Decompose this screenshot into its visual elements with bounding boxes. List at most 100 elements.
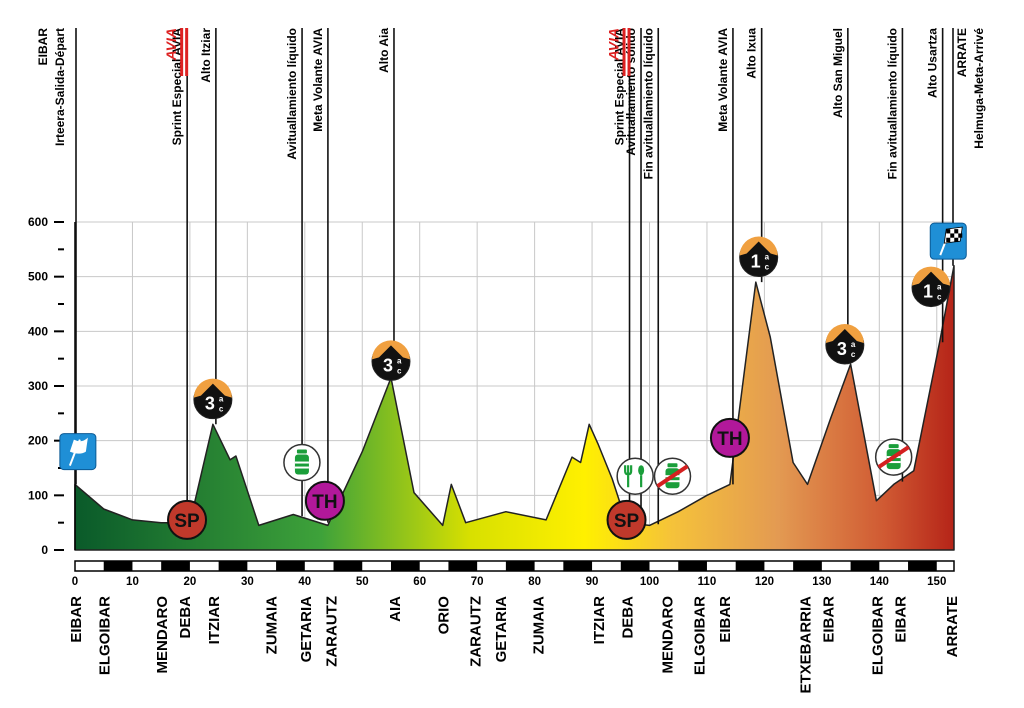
x-axis: 0 10 20 30 40 50 60 70 80 90 100 110 120 130 140 150 bbox=[72, 560, 955, 588]
distance-bar-segment bbox=[390, 561, 420, 571]
bottle-icon bbox=[296, 449, 307, 454]
category-sub: c bbox=[219, 405, 224, 414]
mountain-peak bbox=[739, 236, 778, 256]
category-number: 3 bbox=[837, 339, 847, 359]
town-label: MENDARO bbox=[154, 596, 171, 674]
top-label: Fin avituallamiento líquido bbox=[885, 28, 899, 179]
bottle-band bbox=[665, 480, 680, 483]
category-number: 1 bbox=[923, 282, 933, 302]
flag-check bbox=[954, 237, 959, 243]
top-labels: EIBAR Irteera-Salida-Départ Sprint Especia… bbox=[36, 28, 986, 180]
town-label: EIBAR bbox=[717, 596, 734, 643]
avia-logo-bar bbox=[185, 28, 189, 76]
town-label: ELGOIBAR bbox=[691, 596, 708, 675]
town-label: ITZIAR bbox=[591, 596, 608, 644]
avia-logo: AVIA bbox=[163, 28, 189, 76]
x-tick-label: 110 bbox=[698, 576, 717, 588]
top-label: ARRATE bbox=[955, 28, 969, 77]
top-label: Alto Ixua bbox=[745, 28, 759, 79]
town-label: ELGOIBAR bbox=[97, 596, 114, 675]
town-label: EIBAR bbox=[821, 596, 838, 643]
town-label: ZARAUTZ bbox=[467, 596, 484, 667]
x-tick-label: 90 bbox=[586, 576, 599, 588]
x-tick-label: 40 bbox=[298, 576, 311, 588]
marker-text: TH bbox=[312, 492, 337, 513]
y-tick-label: 500 bbox=[28, 270, 48, 284]
category-number: 3 bbox=[205, 394, 215, 414]
y-tick-label: 300 bbox=[28, 379, 48, 393]
category-number: 1 bbox=[751, 252, 761, 272]
town-label: AIA bbox=[387, 596, 404, 622]
town-label: EIBAR bbox=[68, 596, 85, 643]
x-tick-label: 120 bbox=[755, 576, 774, 588]
avia-logo-bar bbox=[627, 28, 631, 76]
avia-logo-text: AVIA bbox=[606, 28, 622, 61]
distance-bar-segment bbox=[908, 561, 937, 571]
town-label: ELGOIBAR bbox=[869, 596, 886, 675]
top-label: Meta Volante AVIA bbox=[311, 28, 325, 132]
town-label: ITZIAR bbox=[206, 596, 223, 644]
marker-circle bbox=[709, 417, 750, 458]
distance-bar-segment bbox=[333, 561, 363, 571]
town-label: ORIO bbox=[436, 596, 453, 635]
distance-bar-segment bbox=[793, 561, 822, 571]
town-label: DEBA bbox=[620, 596, 637, 639]
elevation-area bbox=[74, 264, 955, 551]
sprint-marker: SP bbox=[606, 499, 647, 540]
category-sub: c bbox=[851, 350, 856, 359]
y-tick-label: 100 bbox=[28, 488, 48, 502]
x-tick-label: 130 bbox=[812, 576, 831, 588]
mountain-marker: 1 ac bbox=[911, 266, 951, 308]
distance-bar-segment bbox=[161, 561, 190, 571]
x-tick-label: 140 bbox=[870, 576, 889, 588]
marker-circle bbox=[616, 457, 654, 495]
distance-bar-segment bbox=[218, 561, 248, 571]
sprint-marker: SP bbox=[167, 499, 208, 540]
distance-bar-segment bbox=[563, 561, 593, 571]
feed-end-marker bbox=[874, 438, 913, 476]
intermediate-sprint-marker: TH bbox=[709, 417, 750, 458]
marker-circle bbox=[304, 480, 345, 521]
flag-cloth bbox=[69, 437, 88, 454]
avia-logo-bar bbox=[622, 28, 626, 76]
distance-bar-segment bbox=[735, 561, 765, 571]
top-label: Alto San Miguel bbox=[831, 28, 845, 118]
marker-text: SP bbox=[614, 511, 640, 532]
distance-bar-segment bbox=[505, 561, 535, 571]
flag-check bbox=[946, 229, 951, 234]
flag-check bbox=[958, 233, 963, 238]
avia-logo-bar bbox=[180, 28, 184, 76]
top-label: Alto Aia bbox=[377, 28, 391, 73]
top-label: Alto Usartza bbox=[926, 28, 940, 98]
bottle-icon bbox=[667, 463, 678, 468]
x-tick-label: 10 bbox=[126, 576, 139, 588]
town-label: MENDARO bbox=[660, 596, 677, 674]
end-slash bbox=[656, 464, 689, 488]
y-tick-label: 600 bbox=[28, 215, 48, 229]
bottle-band bbox=[294, 461, 309, 464]
distance-bar-segment bbox=[850, 561, 880, 571]
top-label: Alto Itziar bbox=[199, 28, 213, 83]
x-tick-label: 20 bbox=[184, 576, 197, 588]
x-tick-label: 70 bbox=[471, 576, 484, 588]
mountain-peak bbox=[825, 324, 864, 343]
town-labels: EIBAR ELGOIBAR MENDARO DEBA ITZIAR ZUMAIA GETA… bbox=[68, 596, 961, 694]
town-label: GETARIA bbox=[493, 596, 510, 663]
category-sup: a bbox=[397, 356, 402, 365]
town-label: ETXEBARRIA bbox=[798, 596, 815, 694]
distance-bar-segment bbox=[678, 561, 707, 571]
category-sup: a bbox=[851, 340, 856, 349]
category-sup: a bbox=[937, 283, 942, 292]
end-slash bbox=[877, 445, 910, 469]
x-tick-label: 150 bbox=[927, 576, 946, 588]
marker-text: SP bbox=[174, 511, 200, 532]
town-label: DEBA bbox=[177, 596, 194, 639]
town-label: ZARAUTZ bbox=[324, 596, 341, 667]
bottle-icon bbox=[888, 444, 899, 449]
x-tick-label: 0 bbox=[72, 576, 78, 588]
start-flag-icon bbox=[59, 433, 97, 471]
top-label: Meta Volante AVIA bbox=[716, 28, 730, 132]
x-tick-label: 30 bbox=[241, 576, 254, 588]
